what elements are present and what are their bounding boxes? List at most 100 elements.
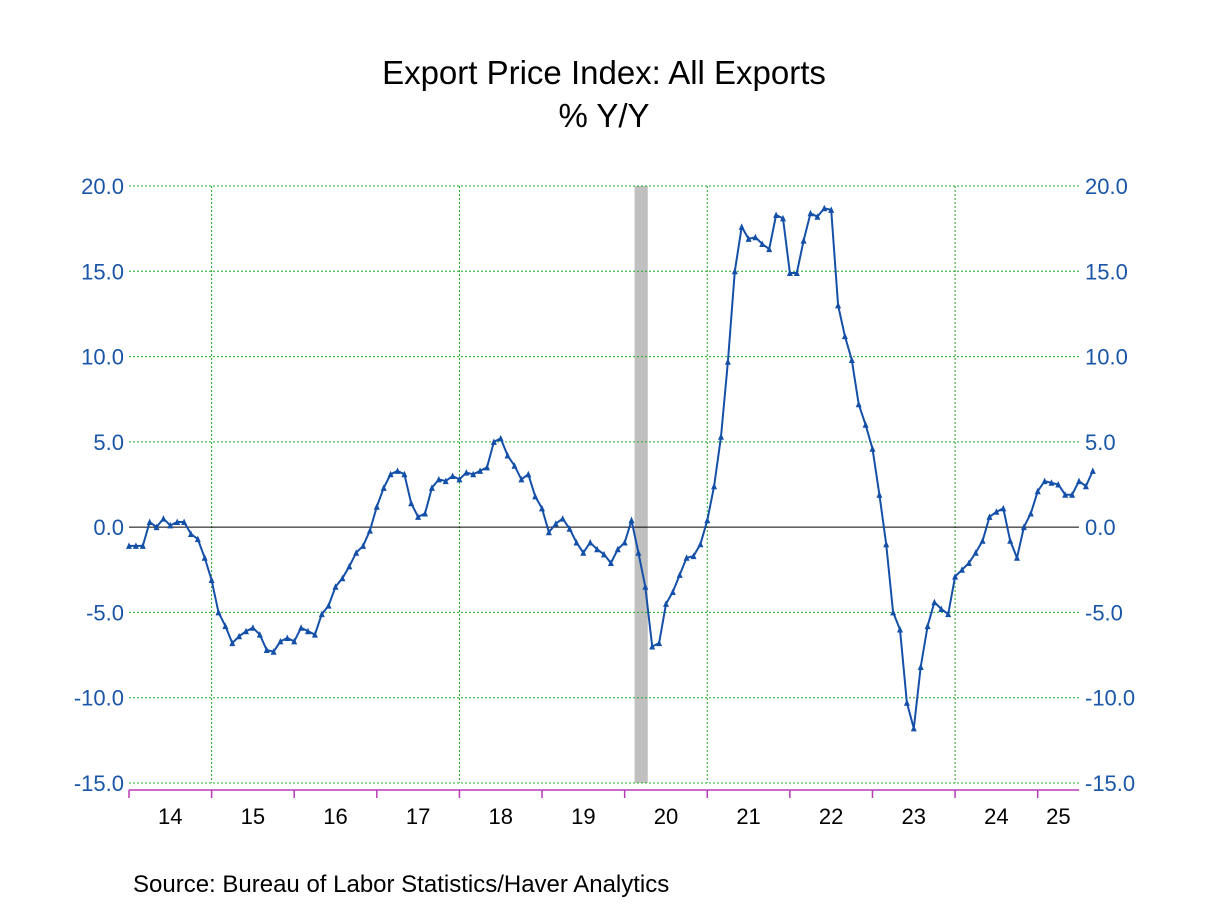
data-point-marker	[1076, 477, 1082, 485]
data-point-marker	[353, 549, 360, 556]
data-point-marker	[580, 549, 587, 556]
data-point-marker	[814, 213, 821, 220]
x-tick-label: 15	[241, 804, 265, 829]
data-point-marker	[422, 510, 428, 517]
y-tick-label-left: 20.0	[81, 174, 124, 199]
data-point-marker	[174, 518, 181, 525]
y-tick-label-left: -15.0	[74, 771, 124, 796]
data-point-marker	[718, 433, 724, 440]
data-point-marker	[931, 598, 938, 606]
data-point-marker	[731, 267, 738, 275]
data-point-marker	[1000, 504, 1007, 512]
data-point-marker	[676, 571, 683, 578]
data-point-marker	[1027, 510, 1034, 517]
data-point-marker	[607, 559, 614, 566]
data-point-marker	[408, 499, 415, 507]
data-point-marker	[311, 631, 318, 638]
data-point-marker	[848, 356, 855, 363]
data-point-marker	[1034, 487, 1041, 495]
data-point-marker	[1082, 482, 1089, 490]
data-point-marker	[773, 211, 780, 218]
data-point-marker	[256, 631, 263, 638]
data-point-marker	[277, 637, 284, 645]
x-tick-label: 19	[571, 804, 595, 829]
data-point-marker	[332, 583, 339, 590]
y-tick-label-left: -5.0	[86, 600, 124, 625]
data-point-marker	[649, 643, 656, 650]
data-point-marker	[208, 576, 215, 583]
y-tick-label-left: -10.0	[74, 686, 124, 711]
y-tick-label-right: 10.0	[1085, 345, 1128, 370]
data-point-marker	[1089, 467, 1096, 474]
x-tick-label: 14	[158, 804, 182, 829]
data-point-marker	[1041, 477, 1048, 485]
y-tick-label-right: 0.0	[1085, 515, 1116, 540]
chart-title: Export Price Index: All Exports	[382, 54, 826, 91]
data-point-marker	[952, 573, 959, 580]
data-point-marker	[897, 626, 903, 633]
data-point-marker	[463, 469, 470, 476]
data-point-marker	[821, 204, 828, 212]
x-tick-label: 20	[654, 804, 678, 829]
y-tick-label-left: 15.0	[81, 259, 124, 284]
data-point-marker	[786, 269, 793, 276]
data-point-marker	[724, 358, 731, 365]
data-point-marker	[249, 624, 256, 631]
data-point-marker	[924, 622, 931, 630]
data-point-marker	[435, 475, 442, 483]
data-point-marker	[862, 421, 869, 428]
data-point-marker	[1014, 554, 1020, 561]
data-point-marker	[614, 545, 621, 553]
data-point-marker	[146, 518, 153, 525]
data-point-marker	[559, 515, 566, 522]
data-point-marker	[1048, 479, 1055, 486]
y-tick-label-left: 10.0	[81, 345, 124, 370]
data-point-marker	[181, 518, 188, 525]
data-point-marker	[663, 600, 669, 607]
data-point-marker	[738, 223, 745, 230]
data-point-marker	[965, 559, 972, 566]
data-point-marker	[532, 492, 539, 500]
data-point-marker	[841, 332, 848, 340]
data-point-marker	[394, 467, 401, 474]
data-point-marker	[284, 634, 291, 641]
data-point-marker	[243, 627, 249, 635]
data-point-marker	[766, 245, 773, 253]
data-point-marker	[477, 467, 484, 474]
data-point-marker	[876, 491, 883, 498]
data-point-marker	[139, 542, 146, 549]
data-point-marker	[855, 400, 862, 408]
data-point-marker	[697, 540, 704, 548]
data-point-marker	[711, 482, 718, 490]
data-point-marker	[656, 639, 663, 647]
data-point-marker	[201, 554, 208, 561]
y-tick-label-right: -5.0	[1085, 600, 1123, 625]
x-tick-label: 16	[323, 804, 347, 829]
x-tick-label: 22	[819, 804, 843, 829]
data-point-marker	[346, 562, 353, 570]
data-point-marker	[780, 214, 786, 222]
data-point-marker	[628, 516, 635, 524]
y-tick-label-right: -10.0	[1085, 686, 1135, 711]
data-point-marker	[449, 472, 456, 479]
data-point-marker	[318, 610, 325, 618]
data-point-marker	[236, 632, 243, 640]
data-point-marker	[511, 462, 518, 469]
y-tick-label-left: 0.0	[93, 515, 124, 540]
data-point-marker	[160, 515, 167, 522]
data-point-marker	[683, 554, 690, 561]
data-point-marker	[380, 484, 387, 491]
data-point-marker	[497, 434, 504, 442]
data-point-marker	[545, 528, 552, 536]
data-point-marker	[938, 605, 945, 612]
data-point-marker	[704, 516, 711, 524]
data-point-marker	[587, 539, 594, 546]
data-point-marker	[993, 508, 1000, 515]
data-point-marker	[518, 475, 525, 483]
data-point-marker	[959, 566, 965, 573]
data-point-marker	[456, 475, 463, 483]
data-point-marker	[759, 240, 766, 247]
data-point-marker	[917, 663, 924, 670]
data-point-marker	[800, 237, 807, 244]
